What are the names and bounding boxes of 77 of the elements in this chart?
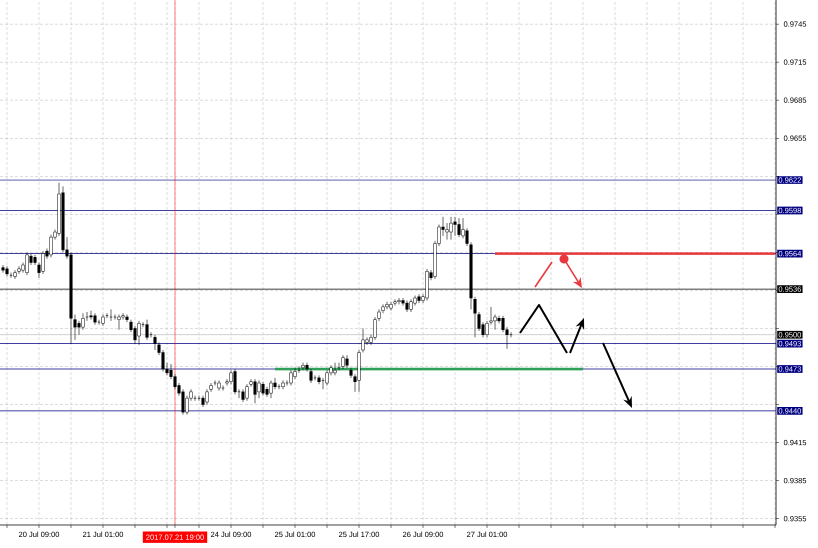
candlestick: [145, 319, 149, 340]
candlestick: [333, 362, 337, 376]
candlestick: [373, 316, 377, 340]
candlestick: [345, 354, 349, 368]
candlestick: [213, 380, 217, 386]
candlestick: [337, 362, 341, 371]
candlestick: [41, 250, 45, 274]
candlestick: [109, 309, 113, 322]
candlestick: [301, 362, 305, 371]
candlestick: [277, 384, 281, 390]
candlestick: [245, 384, 249, 402]
candlestick: [101, 314, 105, 326]
candlestick: [97, 319, 101, 325]
candlestick: [205, 389, 209, 405]
candlestick: [121, 312, 125, 320]
candlestick: [25, 252, 29, 276]
candlestick: [89, 310, 93, 320]
candlestick: [77, 320, 81, 336]
candlestick: [341, 354, 345, 370]
candlestick: [105, 312, 109, 319]
candlestick: [509, 332, 513, 338]
candlestick: [241, 389, 245, 402]
candlestick: [201, 395, 205, 408]
candlestick: [349, 367, 353, 378]
candlestick: [233, 368, 237, 395]
candlestick: [253, 378, 257, 404]
candlestick: [153, 334, 157, 350]
candlestick: [453, 216, 457, 236]
candlestick: [489, 306, 493, 325]
candlestick: [397, 298, 401, 305]
candlestick: [413, 295, 417, 306]
candlestick: [293, 367, 297, 380]
candlestick: [173, 374, 177, 390]
candlestick: [133, 326, 137, 344]
candlestick: [501, 315, 505, 333]
candlestick: [361, 328, 365, 353]
candlestick: [33, 254, 37, 266]
candlestick: [265, 386, 269, 398]
candlestick: [273, 378, 277, 390]
candlestick: [465, 228, 469, 246]
candlestick: [181, 389, 185, 415]
candlestick: [493, 314, 497, 330]
candlestick: [385, 302, 389, 310]
candlestick: [221, 385, 225, 391]
candlestick: [289, 370, 293, 386]
candlestick: [409, 298, 413, 312]
candlestick: [93, 312, 97, 325]
candlestick: [457, 218, 461, 238]
candlestick: [325, 370, 329, 386]
candlestick: [117, 314, 121, 330]
candlestick: [445, 222, 449, 240]
candlestick: [217, 380, 221, 391]
candlestick: [197, 395, 201, 402]
candlestick: [9, 272, 13, 278]
candlestick: [85, 312, 89, 322]
candlestick: [257, 380, 261, 398]
candlestick: [405, 300, 409, 312]
candlestick: [81, 312, 85, 330]
candlestick: [309, 368, 313, 384]
candlestick: [449, 216, 453, 240]
candlestick: [393, 298, 397, 306]
candlestick: [313, 375, 317, 381]
candlestick: [185, 395, 189, 415]
candlestick: [49, 234, 53, 258]
candlestick: [297, 366, 301, 374]
candlestick: [193, 395, 197, 402]
candlestick: [17, 266, 21, 274]
candlestick: [5, 266, 9, 277]
candlestick: [261, 381, 265, 396]
candlestick: [473, 296, 477, 338]
candlestick: [485, 320, 489, 338]
candlestick: [113, 314, 117, 320]
candlestick: [477, 312, 481, 332]
candlestick: [73, 314, 77, 340]
candlestick: [377, 309, 381, 322]
candlestick: [269, 380, 273, 398]
candlestick: [137, 320, 141, 346]
